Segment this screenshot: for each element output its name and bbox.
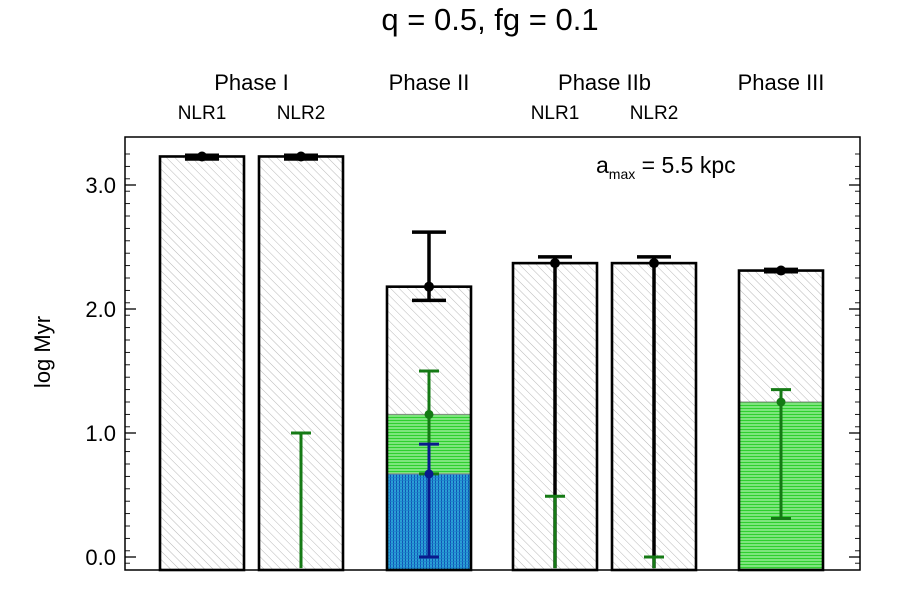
errorbar-point [424,409,434,419]
errorbar-point [649,258,659,269]
errorbar-point [776,397,786,407]
errorbar-point [424,281,434,292]
y-tick-label: 2.0 [85,297,116,322]
bar-hatch [160,156,244,571]
annotation-sub: max [609,166,635,182]
group-label: Phase II [389,70,470,95]
errorbar-point [424,469,434,479]
errorbar-point [296,151,306,162]
y-axis-label: log Myr [30,316,55,388]
annotation: amax = 5.5 kpc [596,152,736,182]
group-label: Phase I [214,70,289,95]
errorbar-point [197,151,207,162]
plot-frame [124,136,861,571]
y-tick-label: 0.0 [85,545,116,570]
bar-sublabel: NLR1 [178,103,227,124]
bar-sublabel: NLR1 [531,103,580,124]
group-label: Phase IIb [558,70,651,95]
errorbar-point [550,258,560,269]
annotation-main: a [596,152,609,178]
bar-sublabel: NLR2 [277,103,326,124]
bar-sublabel: NLR2 [630,103,679,124]
y-tick-label: 1.0 [85,421,116,446]
errorbar-point [776,265,786,276]
group-label: Phase III [738,70,825,95]
y-tick-label: 3.0 [85,173,116,198]
annotation-rest: = 5.5 kpc [635,152,735,178]
chart-title: q = 0.5, fg = 0.1 [381,2,598,37]
